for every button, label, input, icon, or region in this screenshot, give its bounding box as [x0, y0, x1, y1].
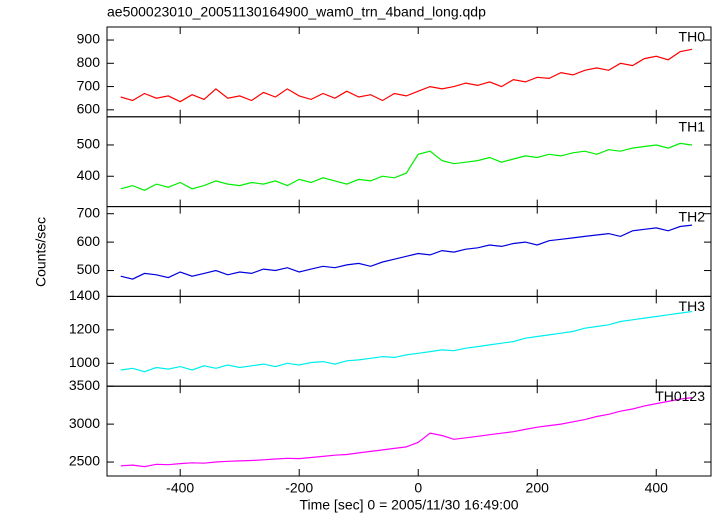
y-tick-label: 700 — [77, 204, 101, 220]
x-axis-label: Time [sec] 0 = 2005/11/30 16:49:00 — [299, 497, 518, 513]
y-tick-label: 900 — [77, 31, 101, 47]
x-tick-label: 200 — [526, 480, 550, 496]
series-name: TH2 — [679, 208, 706, 224]
series-line — [120, 224, 693, 280]
y-tick-label: 1000 — [69, 354, 100, 370]
y-tick-label: 600 — [77, 233, 101, 249]
series-line — [120, 310, 693, 373]
y-tick-label: 3000 — [69, 415, 100, 431]
y-tick-label: 3500 — [69, 377, 100, 393]
series-line — [120, 142, 693, 191]
y-tick-label: 600 — [77, 101, 101, 117]
x-tick-label: 400 — [645, 480, 669, 496]
x-tick-label: -400 — [166, 480, 194, 496]
y-tick-label: 500 — [77, 261, 101, 277]
panel-frame — [106, 116, 712, 208]
chart-title: ae500023010_20051130164900_wam0_trn_4ban… — [107, 4, 486, 20]
panel-frame — [106, 295, 712, 387]
y-tick-label: 2500 — [69, 453, 100, 469]
x-tick-label: 0 — [414, 480, 422, 496]
y-tick-label: 1200 — [69, 321, 100, 337]
series-name: TH0123 — [655, 388, 705, 404]
series-line — [120, 397, 693, 468]
panel-frame — [106, 26, 712, 118]
x-tick-label: -200 — [285, 480, 313, 496]
y-tick-label: 1400 — [69, 287, 100, 303]
y-tick-label: 400 — [77, 167, 101, 183]
panel-frame — [106, 206, 712, 297]
series-line — [120, 48, 693, 103]
series-name: TH3 — [679, 298, 706, 314]
series-name: TH1 — [679, 119, 706, 135]
y-tick-label: 700 — [77, 77, 101, 93]
y-tick-label: 800 — [77, 54, 101, 70]
y-axis-label: Counts/sec — [33, 217, 49, 287]
series-name: TH0 — [679, 29, 706, 45]
y-tick-label: 500 — [77, 136, 101, 152]
panel-frame — [106, 385, 712, 477]
